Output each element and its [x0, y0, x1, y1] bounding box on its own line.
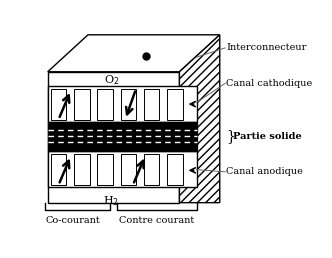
Text: Co-courant: Co-courant	[45, 216, 100, 225]
Bar	[121, 89, 136, 119]
Bar	[48, 86, 197, 122]
Bar	[144, 154, 159, 185]
Text: }: }	[226, 130, 235, 143]
Text: Interconnecteur: Interconnecteur	[226, 43, 306, 52]
Bar	[51, 89, 66, 119]
Text: O$_2$: O$_2$	[104, 73, 119, 87]
Text: Canal anodique: Canal anodique	[226, 167, 303, 176]
Bar	[51, 154, 66, 185]
Bar	[97, 89, 113, 119]
Text: Contre courant: Contre courant	[119, 216, 194, 225]
Bar	[74, 154, 90, 185]
Polygon shape	[180, 35, 220, 203]
Polygon shape	[48, 35, 220, 72]
Text: H$_2$: H$_2$	[103, 194, 119, 208]
Bar	[121, 154, 136, 185]
Bar	[167, 89, 183, 119]
Bar	[167, 154, 183, 185]
Bar	[97, 154, 113, 185]
Bar	[74, 89, 90, 119]
Bar	[48, 122, 197, 151]
Bar	[144, 89, 159, 119]
Bar	[48, 151, 197, 187]
Bar	[48, 72, 180, 203]
Text: Partie solide: Partie solide	[233, 132, 302, 141]
Text: Canal cathodique: Canal cathodique	[226, 79, 312, 88]
